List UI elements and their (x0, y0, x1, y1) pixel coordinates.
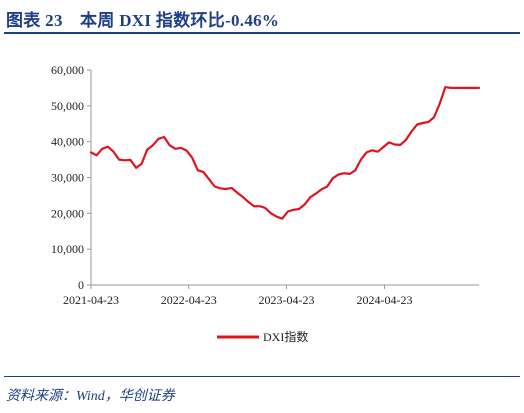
series-layer (89, 86, 481, 220)
x-tick-label: 2024-04-23 (356, 293, 412, 307)
y-tick-label: 10,000 (51, 242, 84, 256)
legend-label: DXI指数 (263, 329, 308, 344)
figure-title: 图表 23 本周 DXI 指数环比-0.46% (6, 11, 280, 30)
y-axis-tick-labels: 0 10,000 20,000 30,000 40,000 50,000 60,000 (51, 63, 84, 292)
y-tick-label: 30,000 (51, 171, 84, 185)
chart-axes (87, 69, 479, 289)
x-axis-tick-labels: 2021-04-23 2022-04-23 2023-04-23 2024-04-23 (63, 293, 412, 307)
y-tick-label: 60,000 (51, 63, 84, 77)
source-note: 资料来源：Wind，华创证券 (6, 389, 175, 404)
chart: 0 10,000 20,000 30,000 40,000 50,000 60,000 20… (51, 63, 481, 344)
footer-divider (4, 376, 520, 377)
title-divider (4, 32, 520, 34)
y-tick-label: 40,000 (51, 135, 84, 149)
legend: DXI指数 (217, 329, 308, 344)
x-tick-label: 2023-04-23 (258, 293, 314, 307)
y-tick-label: 0 (78, 278, 84, 292)
y-tick-label: 20,000 (51, 206, 84, 220)
y-tick-label: 50,000 (51, 99, 84, 113)
x-tick-label: 2022-04-23 (161, 293, 217, 307)
series-line-dxi (89, 86, 481, 220)
x-tick-label: 2021-04-23 (63, 293, 119, 307)
